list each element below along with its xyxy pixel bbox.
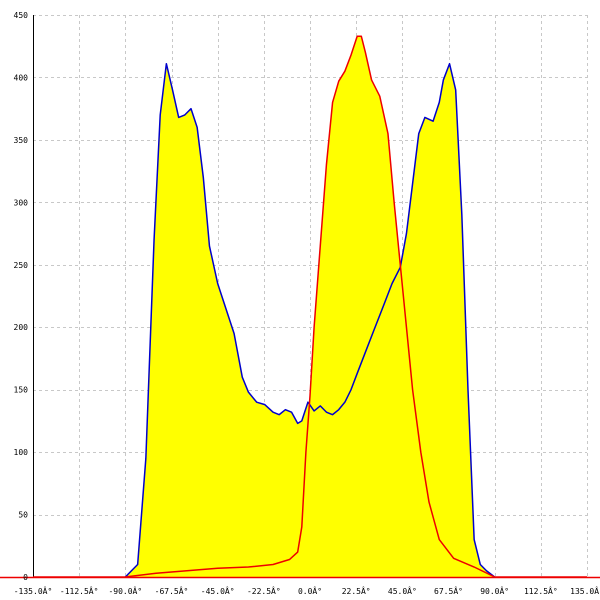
y-tick-label: 200 — [14, 323, 29, 332]
union-fill-area — [125, 36, 495, 578]
x-tick-label: 112.5Â° — [524, 585, 558, 596]
y-tick-label: 300 — [14, 198, 29, 207]
x-tick-label: 22.5Â° — [342, 585, 371, 596]
x-tick-label: -67.5Â° — [155, 585, 189, 596]
fill-layer — [125, 36, 495, 578]
series-lines — [33, 35, 587, 578]
y-tick-label: 0 — [23, 573, 28, 582]
x-tick-label: 135.0Â° — [570, 585, 600, 596]
x-tick-label: -22.5Â° — [247, 585, 281, 596]
x-tick-label: -45.0Â° — [201, 585, 235, 596]
tick-labels: 0 50 100 150 200 250 300 350 400 450 -135.0Â° -112.… — [14, 11, 600, 596]
x-tick-label: -135.0Â° — [14, 585, 53, 596]
x-tick-label: -90.0Â° — [108, 585, 142, 596]
y-tick-label: 450 — [14, 11, 29, 20]
y-tick-label: 350 — [14, 136, 29, 145]
x-tick-label: 90.0Â° — [480, 585, 509, 596]
y-tick-label: 100 — [14, 448, 29, 457]
x-tick-label: 0.0Â° — [298, 585, 322, 596]
y-tick-label: 50 — [18, 511, 28, 520]
x-tick-label: 67.5Â° — [434, 585, 463, 596]
series-line-2 — [33, 35, 587, 578]
x-tick-label: -112.5Â° — [60, 585, 99, 596]
y-tick-label: 400 — [14, 73, 29, 82]
y-tick-label: 250 — [14, 261, 29, 270]
x-tick-label: 45.0Â° — [388, 585, 417, 596]
series-line-1 — [124, 62, 496, 578]
y-tick-label: 150 — [14, 386, 29, 395]
